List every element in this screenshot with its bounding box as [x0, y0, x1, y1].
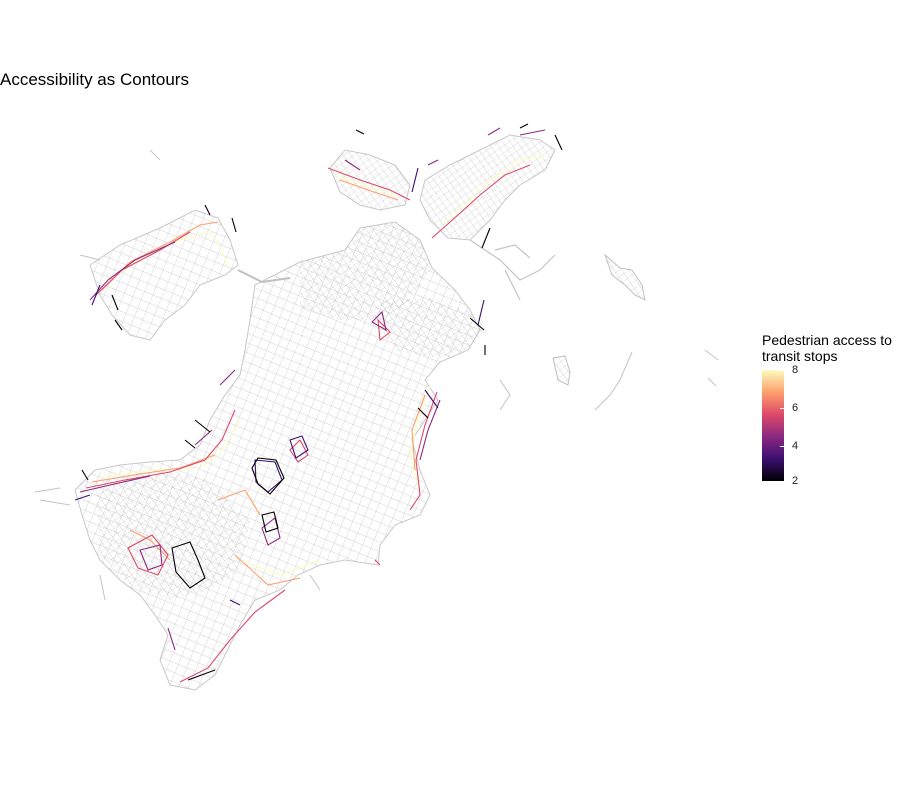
- legend-tickmark-2: [780, 481, 784, 482]
- accessibility-contours: [74, 123, 563, 683]
- south-dense-area: [95, 470, 250, 600]
- legend-gradient-bar: [762, 370, 784, 481]
- contour-level-4: [74, 167, 485, 606]
- legend-title-line2: transit stops: [762, 348, 838, 364]
- legend: Pedestrian access to transit stops 8 6 4…: [762, 332, 900, 487]
- contour-level-7: [91, 179, 426, 586]
- allston-area: [89, 209, 239, 341]
- mainland-dense-core: [300, 222, 432, 320]
- contour-level-6: [85, 164, 531, 683]
- allston-bridge: [237, 269, 291, 284]
- island-long: [603, 253, 646, 301]
- contour-level-8: [97, 154, 546, 576]
- legend-tickmark-6: [780, 408, 784, 409]
- contour-level-5: [79, 127, 546, 651]
- contour-level-2: [81, 123, 563, 681]
- island-lines: [499, 349, 719, 411]
- south-boston-area: [378, 298, 485, 358]
- legend-tick-label: 4: [792, 440, 799, 452]
- legend-tick-label: 8: [792, 364, 799, 376]
- legend-title: Pedestrian access to transit stops: [762, 332, 900, 364]
- legend-tick-label: 2: [792, 475, 799, 487]
- legend-title-line1: Pedestrian access to: [762, 332, 892, 348]
- airport-lines: [469, 239, 556, 301]
- map-title: Accessibility as Contours: [0, 70, 189, 89]
- charlestown-area: [329, 149, 411, 211]
- island-small-1: [552, 355, 571, 386]
- legend-tick-label: 6: [792, 402, 799, 414]
- street-spurs: [34, 149, 321, 601]
- street-network: [34, 134, 719, 691]
- legend-colorbar: 8 6 4 2: [762, 364, 900, 487]
- legend-tickmark-8: [780, 370, 784, 371]
- legend-tickmark-4: [780, 446, 784, 447]
